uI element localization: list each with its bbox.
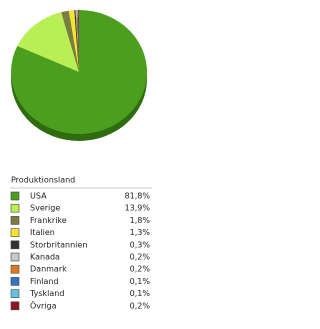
legend-swatch: [10, 264, 20, 274]
pie-slice: [75, 10, 79, 73]
value-label: 0,2%: [130, 301, 151, 310]
value-label: 0,1%: [130, 277, 151, 286]
legend-label: Kanada: [30, 253, 60, 262]
legend-swatch: [10, 240, 20, 250]
value-label: 1,3%: [130, 228, 151, 237]
value-label: 0,2%: [130, 265, 151, 274]
pie-slice: [68, 10, 79, 72]
pie-slice: [61, 10, 79, 72]
value-label: 81,8%: [125, 192, 151, 201]
legend-swatch: [10, 216, 20, 225]
pie-slice: [78, 10, 79, 72]
value-label: 1,8%: [130, 216, 151, 225]
pie-slice: [74, 10, 79, 73]
legend-label: Finland: [30, 277, 59, 286]
legend-swatch: [10, 252, 20, 262]
value-label: 0,3%: [130, 240, 151, 249]
legend-swatch: [10, 301, 20, 311]
pie-slice: [17, 12, 79, 73]
legend-label: Frankrike: [30, 216, 67, 225]
legend-swatch: [10, 203, 20, 213]
value-label: 0,2%: [130, 253, 151, 262]
legend-swatch: [10, 191, 20, 201]
pie-slice: [11, 10, 147, 134]
legend-label: Danmark: [30, 265, 67, 274]
legend-label: Tyskland: [29, 289, 64, 298]
legend-label: USA: [30, 192, 47, 201]
legend-title: Produktionsland: [11, 176, 75, 185]
value-label: 0,1%: [130, 289, 151, 298]
pie-slice: [77, 10, 79, 72]
pie-slice: [76, 10, 79, 73]
chart: Produktionsland USA 81,8% Sverige 13,9% Fran…: [10, 10, 152, 311]
legend-label: Italien: [30, 228, 55, 237]
pie-slice: [77, 10, 79, 72]
value-label: 13,9%: [125, 204, 151, 213]
legend-swatch: [10, 289, 20, 298]
legend-label: Övriga: [30, 300, 57, 310]
legend-swatch: [10, 277, 20, 286]
legend-label: Storbritannien: [30, 240, 87, 249]
legend-swatch: [10, 228, 20, 237]
legend-label: Sverige: [30, 204, 60, 213]
